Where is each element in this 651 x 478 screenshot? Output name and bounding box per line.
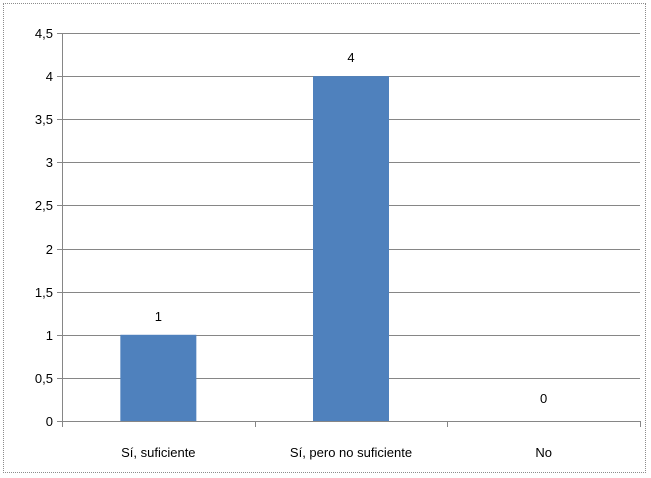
category-label-0: Sí, suficiente: [121, 445, 195, 460]
y-tick-label: 2: [46, 242, 53, 257]
data-label-1: 4: [347, 50, 354, 65]
y-tick-label: 3: [46, 155, 53, 170]
bar-1: [313, 76, 389, 421]
bars: [120, 76, 389, 421]
category-label-2: No: [535, 445, 552, 460]
y-tick-label: 0,5: [35, 371, 53, 386]
data-label-0: 1: [155, 309, 162, 324]
category-label-1: Sí, pero no suficiente: [290, 445, 412, 460]
data-label-2: 0: [540, 391, 547, 406]
axes: [57, 33, 641, 427]
y-tick-label: 2,5: [35, 198, 53, 213]
y-tick-label: 4: [46, 69, 53, 84]
y-tick-label: 3,5: [35, 112, 53, 127]
y-tick-label: 1: [46, 328, 53, 343]
y-tick-label: 4,5: [35, 26, 53, 41]
y-tick-label: 0: [46, 414, 53, 429]
labels: 0 0,5 1 1,5 2 2,5 3 3,5 4 4,5 1 Sí, suficiente 4 Sí, …: [35, 26, 552, 460]
bar-0: [120, 334, 197, 421]
y-tick-label: 1,5: [35, 285, 53, 300]
